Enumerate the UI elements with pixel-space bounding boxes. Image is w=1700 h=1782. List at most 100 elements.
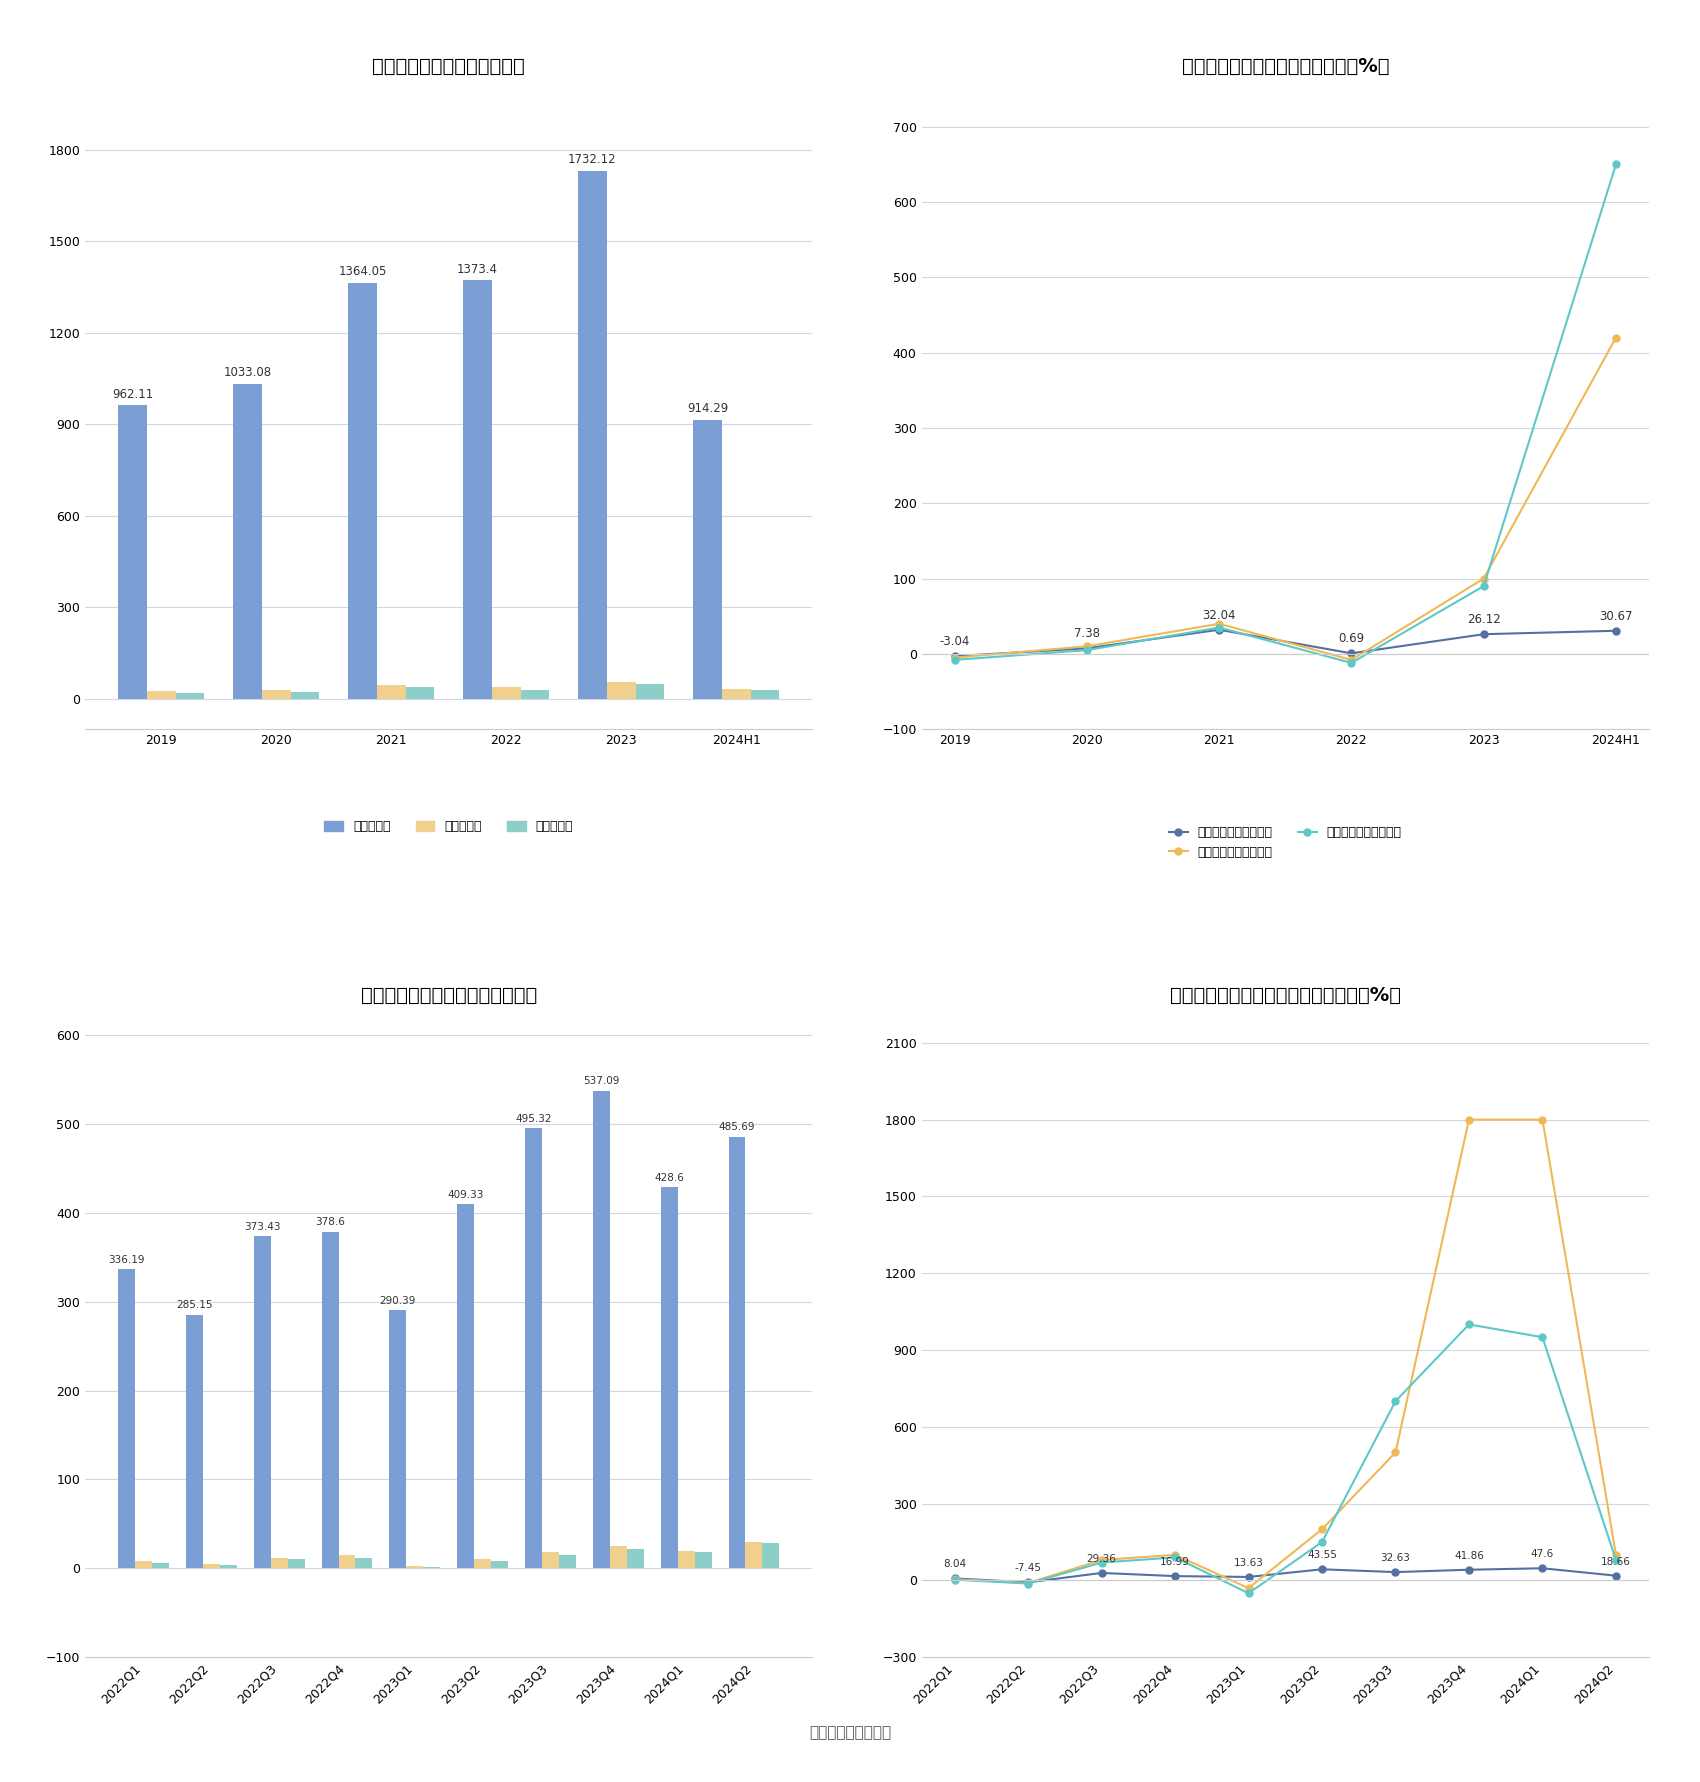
归母净利润同比增长率 — [1312, 1518, 1333, 1540]
扣非净利润同比增长率 — [1238, 1582, 1258, 1604]
Bar — [491, 688, 520, 699]
Line: 营业总收入同比增长率: 营业总收入同比增长率 — [952, 625, 1620, 659]
扣非净利润同比增长率 — [1076, 640, 1096, 661]
Text: 1033.08: 1033.08 — [223, 367, 272, 380]
Line: 归母净利润同比增长率: 归母净利润同比增长率 — [952, 333, 1620, 663]
Bar — [253, 1237, 270, 1568]
扣非净利润同比增长率 — [1164, 1547, 1185, 1568]
营业总收入同比增长率 — [1209, 618, 1229, 640]
营业总收入同比增长率 — [1076, 638, 1096, 659]
Bar — [185, 1315, 202, 1568]
Bar — [636, 684, 665, 699]
Text: 26.12: 26.12 — [1467, 613, 1501, 625]
扣非净利润同比增长率 — [1459, 1313, 1479, 1335]
Bar — [321, 1231, 338, 1568]
Bar — [661, 1187, 678, 1568]
Bar — [746, 1541, 762, 1568]
Text: 378.6: 378.6 — [314, 1217, 345, 1228]
Text: 1373.4: 1373.4 — [457, 262, 498, 276]
扣非净利润同比增长率 — [1532, 1326, 1552, 1347]
扣非净利润同比增长率 — [1386, 1390, 1406, 1411]
营业总收入同比增长率 — [1312, 1559, 1333, 1581]
Title: 历年营收、净利同比增长率情况（%）: 历年营收、净利同比增长率情况（%） — [1182, 57, 1389, 77]
Bar — [762, 1543, 779, 1568]
Bar — [520, 690, 549, 699]
Bar — [607, 683, 636, 699]
Text: 336.19: 336.19 — [109, 1255, 144, 1265]
Bar — [117, 1269, 134, 1568]
Title: 营收、净利季度变动情况（亿元）: 营收、净利季度变动情况（亿元） — [360, 985, 537, 1005]
归母净利润同比增长率 — [1532, 1108, 1552, 1130]
Text: 962.11: 962.11 — [112, 388, 153, 401]
Bar — [457, 1205, 474, 1568]
营业总收入同比增长率 — [1606, 1565, 1627, 1586]
Bar — [406, 688, 434, 699]
Text: 32.63: 32.63 — [1380, 1552, 1411, 1563]
Text: -3.04: -3.04 — [940, 634, 969, 649]
Bar — [593, 1091, 610, 1568]
营业总收入同比增长率 — [1164, 1565, 1185, 1586]
Legend: 营业总收入, 归母净利润, 扣非净利润: 营业总收入, 归母净利润, 扣非净利润 — [320, 814, 578, 838]
扣非净利润同比增长率 — [945, 1568, 966, 1590]
Bar — [627, 1549, 644, 1568]
营业总收入同比增长率 — [1341, 643, 1362, 665]
营业总收入同比增长率 — [945, 645, 966, 666]
Bar — [175, 693, 204, 699]
Line: 扣非净利润同比增长率: 扣非净利润同比增长率 — [952, 160, 1620, 666]
Text: 13.63: 13.63 — [1234, 1557, 1263, 1568]
Bar — [338, 1556, 355, 1568]
Text: 290.39: 290.39 — [379, 1296, 416, 1306]
Bar — [694, 421, 722, 699]
营业总收入同比增长率 — [1386, 1561, 1406, 1582]
Text: 32.04: 32.04 — [1202, 609, 1236, 622]
归母净利润同比增长率 — [1091, 1549, 1112, 1570]
Bar — [729, 1137, 746, 1568]
Bar — [377, 684, 406, 699]
营业总收入同比增长率 — [1238, 1566, 1258, 1588]
Bar — [578, 171, 607, 699]
Bar — [462, 280, 491, 699]
Text: 8.04: 8.04 — [944, 1559, 966, 1570]
Bar — [751, 690, 779, 699]
Title: 历年营收、净利情况（亿元）: 历年营收、净利情况（亿元） — [372, 57, 525, 77]
归母净利润同比增长率 — [1238, 1577, 1258, 1598]
扣非净利润同比增长率 — [1018, 1574, 1039, 1595]
Text: -7.45: -7.45 — [1015, 1563, 1042, 1574]
Line: 扣非净利润同比增长率: 扣非净利润同比增长率 — [952, 1320, 1620, 1597]
Text: 495.32: 495.32 — [515, 1114, 552, 1124]
营业总收入同比增长率 — [1091, 1563, 1112, 1584]
Bar — [389, 1310, 406, 1568]
Text: 537.09: 537.09 — [583, 1076, 619, 1087]
扣非净利润同比增长率 — [1091, 1552, 1112, 1574]
Text: 409.33: 409.33 — [447, 1190, 484, 1199]
Text: 29.36: 29.36 — [1086, 1554, 1117, 1565]
归母净利润同比增长率 — [1606, 326, 1627, 347]
Bar — [146, 691, 175, 699]
扣非净利润同比增长率 — [1312, 1531, 1333, 1552]
Bar — [134, 1561, 151, 1568]
Line: 营业总收入同比增长率: 营业总收入同比增长率 — [952, 1565, 1620, 1586]
Bar — [542, 1552, 559, 1568]
Bar — [117, 406, 146, 699]
Text: 285.15: 285.15 — [177, 1301, 212, 1310]
扣非净利润同比增长率 — [1606, 153, 1627, 175]
归母净利润同比增长率 — [1459, 1108, 1479, 1130]
Bar — [262, 690, 291, 699]
Bar — [219, 1565, 236, 1568]
扣非净利润同比增长率 — [945, 649, 966, 670]
归母净利润同比增长率 — [1209, 613, 1229, 634]
扣非净利润同比增长率 — [1606, 1549, 1627, 1570]
营业总收入同比增长率 — [945, 1568, 966, 1590]
Bar — [287, 1559, 304, 1568]
Text: 914.29: 914.29 — [687, 403, 728, 415]
Bar — [559, 1556, 576, 1568]
归母净利润同比增长率 — [945, 647, 966, 668]
归母净利润同比增长率 — [1386, 1442, 1406, 1463]
归母净利润同比增长率 — [1164, 1545, 1185, 1566]
Bar — [355, 1557, 372, 1568]
Bar — [678, 1550, 695, 1568]
Bar — [610, 1547, 627, 1568]
归母净利润同比增长率 — [1474, 568, 1494, 590]
营业总收入同比增长率 — [1018, 1572, 1039, 1593]
归母净利润同比增长率 — [1341, 649, 1362, 670]
